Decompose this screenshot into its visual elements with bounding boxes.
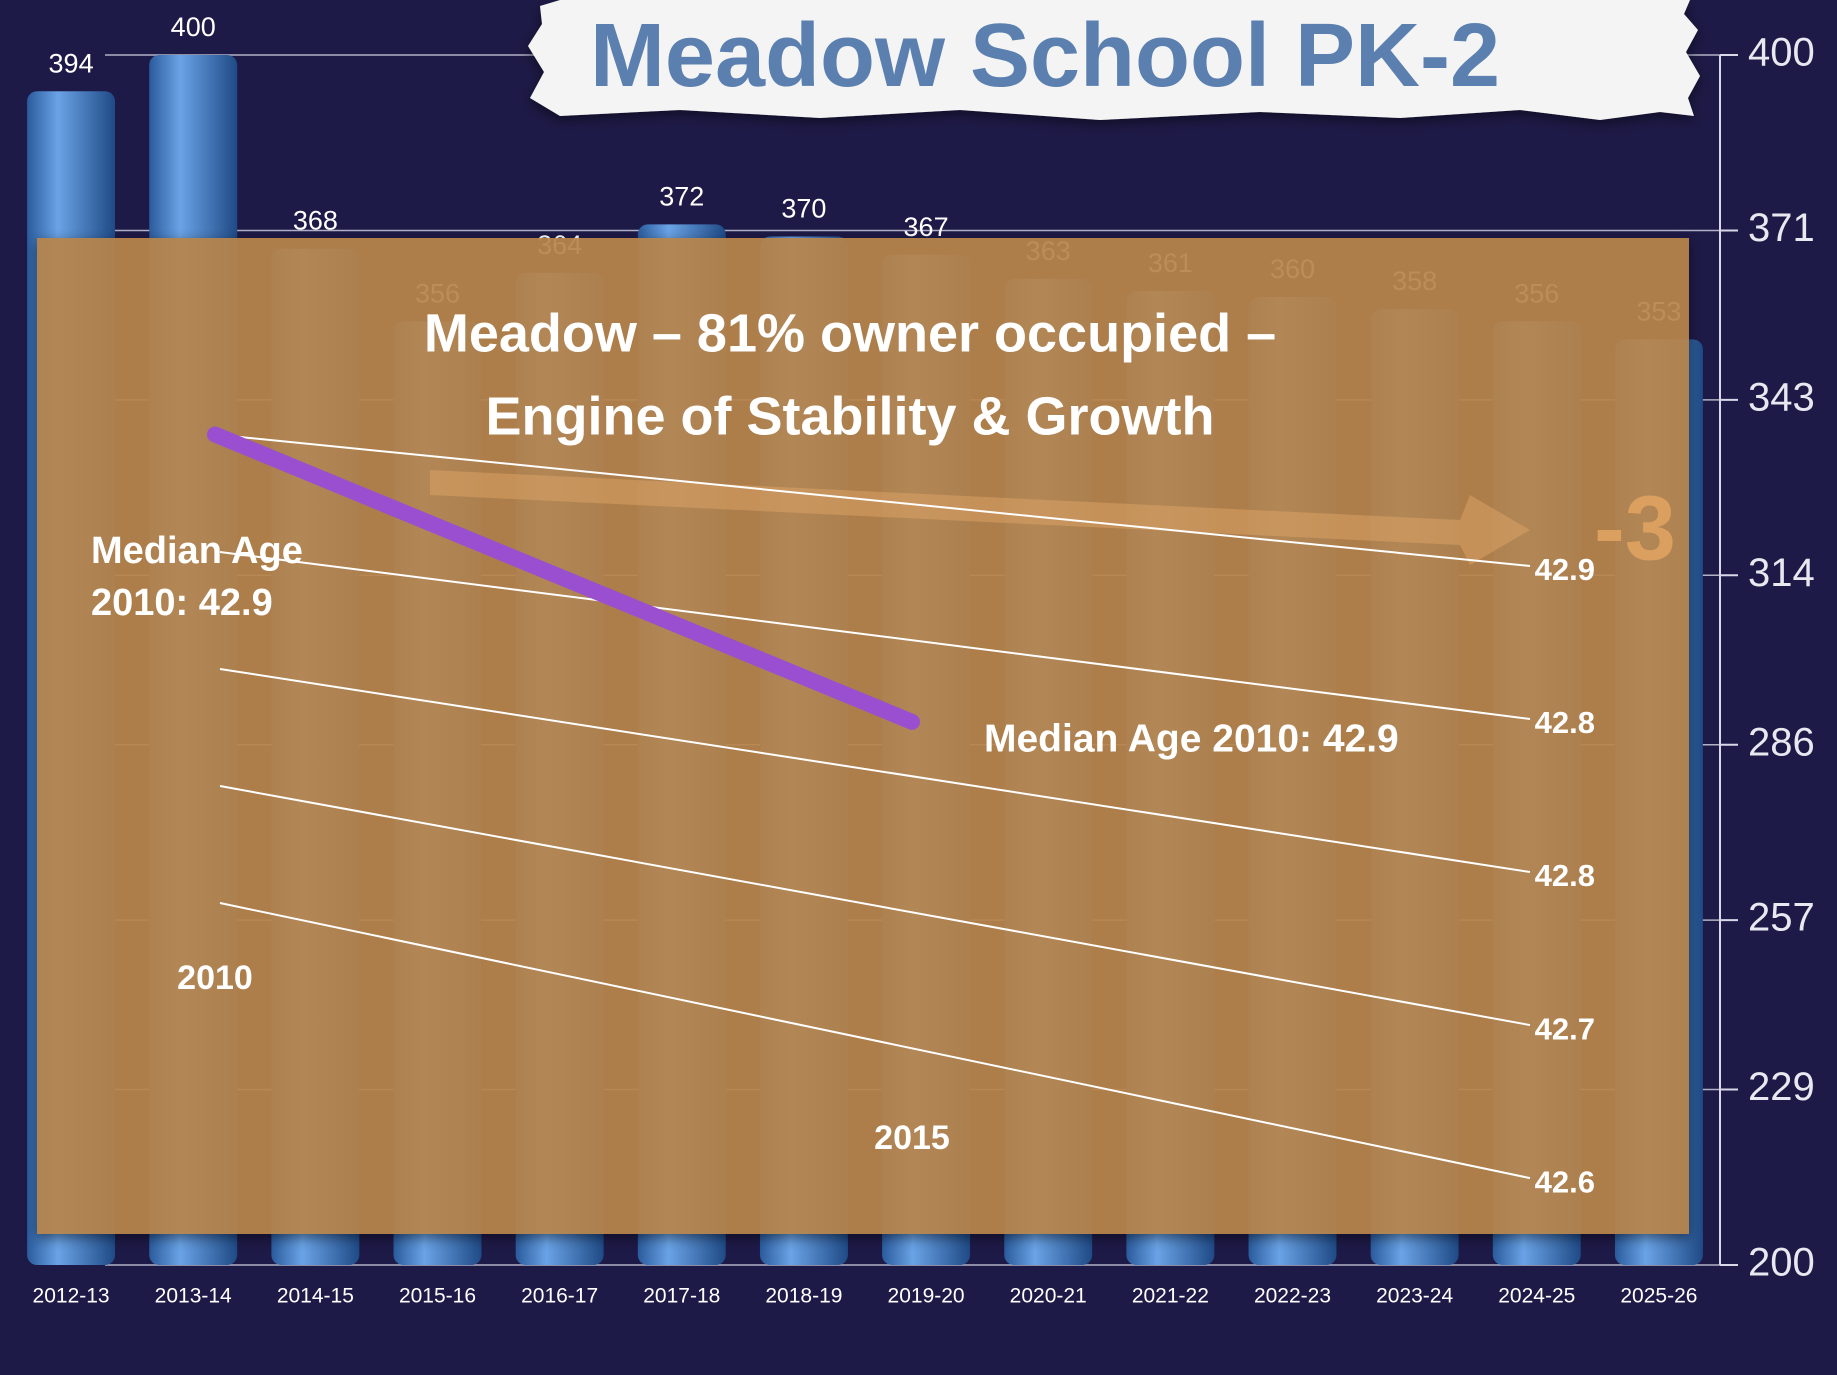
y-tick-label: 42.6 — [1535, 1164, 1595, 1199]
panel-title: Engine of Stability & Growth — [486, 386, 1215, 446]
y-tick-label: 314 — [1748, 551, 1815, 595]
x-tick-label: 2016-17 — [521, 1285, 598, 1308]
grid-line — [219, 785, 1531, 1027]
y-tick-label: 400 — [1748, 31, 1815, 75]
x-tick-label: 2019-20 — [888, 1285, 965, 1308]
y-tick-label: 42.7 — [1535, 1011, 1595, 1046]
annotation: 2010: 42.9 — [91, 582, 273, 624]
y-tick-label: 200 — [1748, 1241, 1815, 1285]
y-tick-label: 42.9 — [1535, 552, 1595, 587]
panel-title: Meadow – 81% owner occupied – — [424, 303, 1276, 363]
x-tick-label: 2012-13 — [33, 1285, 110, 1308]
value-label: 370 — [781, 194, 826, 224]
x-tick-label: 2020-21 — [1010, 1285, 1087, 1308]
x-tick-label: 2018-19 — [765, 1285, 842, 1308]
x-tick-label: 2015 — [874, 1119, 950, 1157]
grid-line — [219, 551, 1531, 721]
grid-line — [219, 902, 1531, 1180]
value-label: 367 — [904, 212, 949, 242]
overlay-panel — [37, 238, 1689, 1234]
torn-paper — [528, 0, 1700, 120]
age-line — [207, 426, 920, 730]
grid-line — [219, 668, 1531, 874]
grid-line — [219, 434, 1531, 567]
y-tick-label: 42.8 — [1535, 705, 1595, 740]
y-tick-label: 371 — [1748, 206, 1815, 250]
x-tick-label: 2014-15 — [277, 1285, 354, 1308]
x-tick-label: 2010 — [177, 959, 253, 997]
x-tick-label: 2022-23 — [1254, 1285, 1331, 1308]
y-tick-label: 343 — [1748, 375, 1815, 419]
x-tick-label: 2024-25 — [1498, 1285, 1575, 1308]
value-label: 372 — [659, 182, 704, 212]
x-tick-label: 2013-14 — [155, 1285, 232, 1308]
y-tick-label: 286 — [1748, 720, 1815, 764]
value-label: 400 — [171, 12, 216, 42]
x-tick-label: 2023-24 — [1376, 1285, 1453, 1308]
value-label: 368 — [293, 206, 338, 236]
slide-title: Meadow School PK-2 — [590, 6, 1500, 106]
annotation: Median Age 2010: 42.9 — [984, 717, 1399, 760]
x-tick-label: 2021-22 — [1132, 1285, 1209, 1308]
median-age-chart: Meadow – 81% owner occupied – Engine of S… — [91, 303, 1595, 1199]
x-tick-label: 2025-26 — [1620, 1285, 1697, 1308]
x-tick-label: 2015-16 — [399, 1285, 476, 1308]
change-annotation: -3 — [1594, 477, 1676, 579]
annotation: Median Age — [91, 530, 303, 572]
y-tick-label: 257 — [1748, 896, 1815, 940]
y-tick-label: 229 — [1748, 1065, 1815, 1109]
x-tick-label: 2017-18 — [643, 1285, 720, 1308]
trend-arrow — [430, 470, 1530, 565]
value-label: 394 — [49, 48, 94, 78]
y-tick-label: 42.8 — [1535, 858, 1595, 893]
